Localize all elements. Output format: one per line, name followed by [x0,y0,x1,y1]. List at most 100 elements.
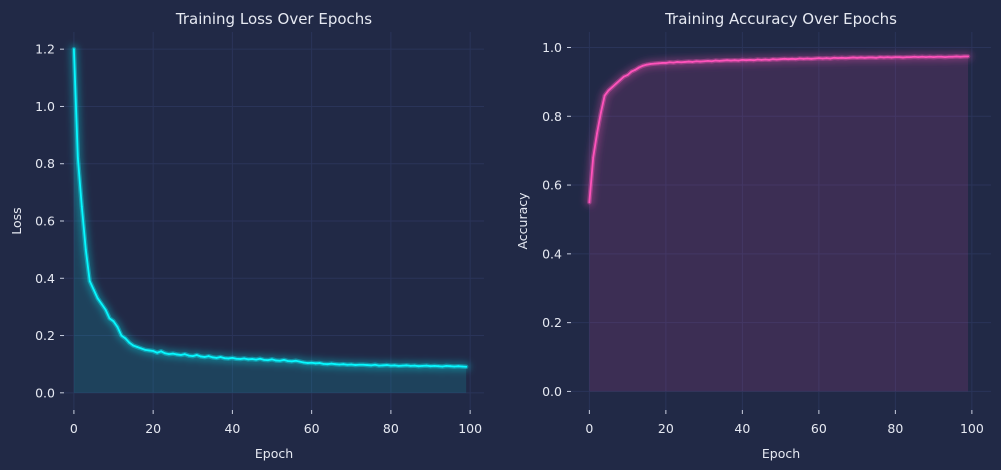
data-point [183,353,186,356]
data-point [856,56,859,59]
series-points [73,48,468,368]
data-point [833,56,836,59]
data-point [108,317,111,320]
data-point [795,58,797,61]
data-point [829,57,832,60]
data-point [948,55,950,58]
data-point [441,365,444,368]
y-tick-label: 0.0 [542,384,562,399]
data-point [393,364,396,367]
data-point [840,56,843,59]
data-point [461,365,464,368]
data-point [894,56,897,59]
data-point [898,56,901,59]
y-tick-label: 0.8 [542,109,562,124]
data-point [286,360,289,362]
data-point [203,356,206,358]
data-point [699,60,702,63]
data-point [668,61,671,64]
data-point [378,364,380,367]
data-point [695,60,698,63]
chart-title: Training Loss Over Epochs [175,10,372,28]
series-line [588,55,969,204]
data-point [928,55,931,58]
y-tick-label: 1.0 [35,99,55,114]
data-point [944,56,946,59]
data-point [318,362,321,364]
data-point [848,56,851,59]
data-point [596,132,598,135]
data-point [798,57,801,60]
data-point [156,351,159,354]
data-point [413,364,416,367]
y-tick-label: 0.6 [35,214,55,229]
data-point [963,55,966,58]
data-point [223,357,226,360]
data-point [342,363,345,366]
data-point [330,362,333,365]
data-point [664,62,667,64]
x-axis-label: Epoch [762,446,800,461]
data-point [338,363,341,366]
x-tick-label: 20 [658,421,674,436]
data-point [207,355,210,358]
data-point [814,57,816,60]
data-point [879,56,881,59]
y-axis-label: Accuracy [515,192,530,250]
data-point [599,111,602,114]
data-point [382,364,384,367]
data-point [255,358,258,361]
data-point [611,86,614,88]
data-point [437,365,440,368]
data-point [362,363,365,366]
data-point [844,57,847,60]
data-point [684,61,686,63]
data-point [951,55,954,58]
y-tick-label: 1.2 [35,42,55,57]
data-point [837,57,839,60]
data-point [630,70,633,73]
data-point [657,62,660,65]
data-point [389,364,392,367]
data-point [100,303,103,305]
data-point [806,57,809,60]
data-point [729,59,732,62]
data-point [417,365,420,368]
grid [64,32,484,410]
data-point [883,56,885,59]
data-point [314,362,317,365]
data-point [231,356,234,359]
data-point [909,56,912,59]
x-tick-label: 80 [383,421,399,436]
y-tick-label: 0.2 [35,328,55,343]
data-point [370,364,372,367]
data-point [397,365,400,367]
y-tick-label: 0.8 [35,156,55,171]
data-point [810,57,813,60]
data-point [817,57,820,60]
x-tick-label: 0 [70,421,78,436]
data-point [741,58,744,61]
data-point [653,62,656,65]
data-point [649,63,652,65]
data-point [768,58,771,61]
y-tick-label: 0.4 [542,246,562,261]
data-point [722,59,725,62]
loss-chart: 0 20 40 60 80 100 0.0 0.2 0.4 0.6 0.8 1.0 1.2 Trainin… [9,10,484,461]
data-point [112,320,115,323]
data-point [902,56,904,59]
data-point [905,56,908,59]
data-point [676,61,679,63]
data-point [116,326,119,328]
data-point [322,363,325,365]
data-point [821,57,824,60]
data-point [172,352,174,355]
data-point [132,344,135,347]
data-point [691,61,694,63]
accuracy-chart: 0 20 40 60 80 100 0.0 0.2 0.4 0.6 0.8 1.0 Training A… [515,10,991,461]
data-point [219,356,222,358]
data-point [120,334,123,337]
series-points [588,55,969,204]
data-point [211,356,214,359]
data-point [144,348,147,351]
